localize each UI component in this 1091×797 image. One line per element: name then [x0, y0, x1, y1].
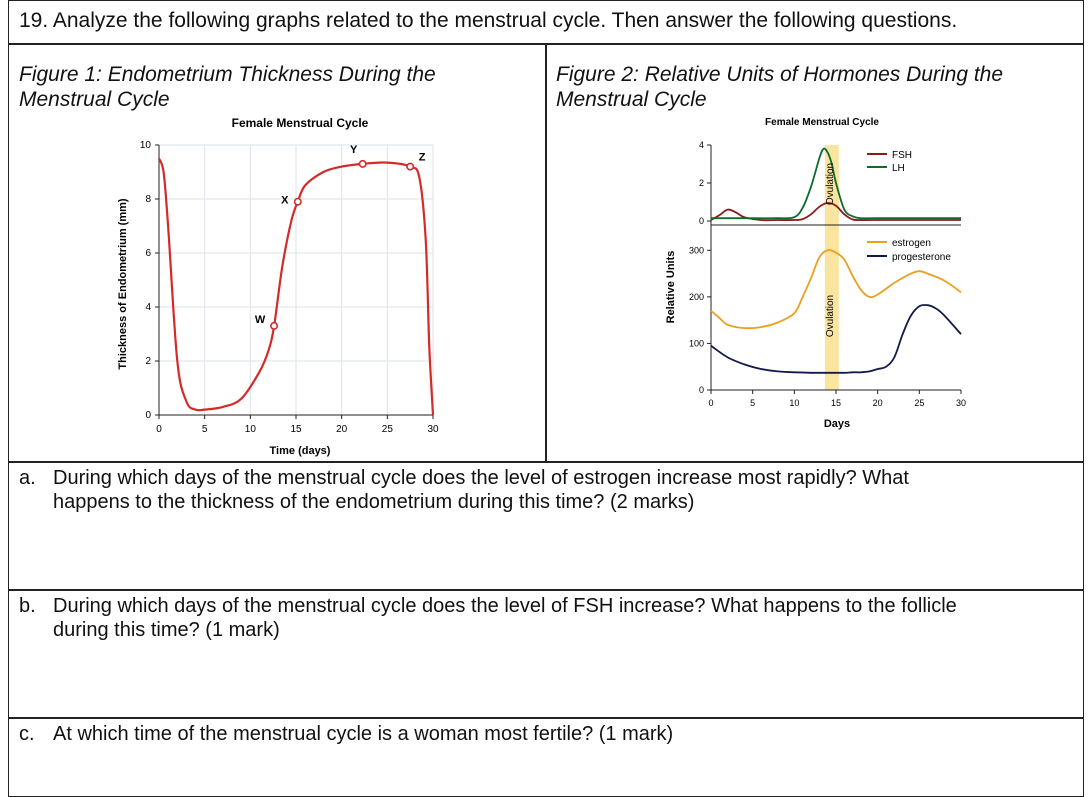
- question-a-divider: [8, 589, 1084, 591]
- question-b-label: b.: [19, 595, 36, 617]
- figure1-points: W X Y Z: [255, 144, 426, 330]
- figure2-x-tick-label: 20: [873, 398, 883, 408]
- figure2-lower-y-tick-label: 0: [699, 385, 704, 395]
- point-label-z: Z: [419, 152, 426, 164]
- figure1-grid: [159, 144, 434, 415]
- legend-estrogen: estrogen: [892, 238, 931, 249]
- figure2-x-tick-label: 25: [914, 398, 924, 408]
- point-marker-w: [270, 321, 279, 330]
- question-b: b. During which days of the menstrual cy…: [19, 594, 1069, 644]
- question-b-line2: during this time? (1 mark): [53, 619, 280, 641]
- figure2-upper-y-tick-label: 4: [699, 140, 704, 150]
- figure2-lines: [710, 147, 962, 374]
- figure1-chart-title: Female Menstrual Cycle: [232, 116, 369, 130]
- question-b-line1: During which days of the menstrual cycle…: [53, 595, 957, 617]
- point-label-x: X: [281, 195, 289, 207]
- figure-divider: [545, 43, 547, 461]
- figure2-y-label: Relative Units: [665, 251, 677, 324]
- figure-bottom-divider: [8, 461, 1084, 463]
- figure2-upper-y-tick-label: 2: [699, 178, 704, 188]
- figure1-axes: [155, 144, 434, 419]
- point-marker-x: [293, 197, 302, 206]
- figure1-y-tick-label: 4: [145, 302, 151, 313]
- figure1-caption: Figure 1: Endometrium Thickness During t…: [19, 63, 436, 111]
- point-marker-y: [358, 159, 367, 168]
- figure2-lower-y-tick-label: 100: [689, 338, 704, 348]
- figure2-x-tick-label: 15: [831, 398, 841, 408]
- legend-progesterone: progesterone: [892, 252, 951, 263]
- figure2-lower-y-tick-label: 300: [689, 245, 704, 255]
- figure1-y-label: Thickness of Endometrium (mm): [117, 198, 129, 369]
- question-a-line1: During which days of the menstrual cycle…: [53, 467, 909, 489]
- figure2-caption: Figure 2: Relative Units of Hormones Dur…: [556, 63, 1004, 111]
- figure1-chart: Female Menstrual Cycle 0 5 10 15 20 25 30 0 2 4 6…: [117, 116, 439, 457]
- figure1-x-label: Time (days): [270, 445, 331, 457]
- estrogen-line: [710, 249, 962, 330]
- question-a-label: a.: [19, 467, 36, 489]
- question-a-line2: happens to the thickness of the endometr…: [53, 491, 695, 513]
- ovulation-label-upper: Ovulation: [825, 163, 836, 205]
- ovulation-label-lower: Ovulation: [825, 295, 836, 337]
- figure1-y-tick-label: 0: [145, 410, 151, 421]
- figure1-x-tick-label: 20: [336, 424, 348, 435]
- figure2-chart-title: Female Menstrual Cycle: [765, 117, 879, 128]
- point-label-y: Y: [350, 144, 358, 156]
- figure1-x-tick-label: 25: [382, 424, 394, 435]
- figure1-x-tick-label: 10: [245, 424, 257, 435]
- fsh-line: [710, 202, 961, 222]
- legend-lower: estrogen progesterone: [867, 238, 951, 263]
- question-title: 19. Analyze the following graphs related…: [19, 9, 958, 32]
- legend-fsh: FSH: [892, 150, 912, 161]
- figure2-axes: [707, 144, 962, 394]
- question-c-label: c.: [19, 723, 35, 745]
- question-c: c. At which time of the menstrual cycle …: [19, 722, 1069, 752]
- figure1-y-tick-label: 10: [140, 140, 152, 151]
- figure1-y-tick-label: 8: [145, 194, 151, 205]
- legend-lh: LH: [892, 163, 905, 174]
- figure2-upper-y-tick-label: 0: [699, 216, 704, 226]
- figure2-lower-y-tick-label: 200: [689, 292, 704, 302]
- figure1-x-tick-label: 0: [156, 424, 162, 435]
- lh-line: [710, 147, 961, 220]
- figure1-x-tick-label: 15: [290, 424, 302, 435]
- figure2-x-tick-label: 10: [789, 398, 799, 408]
- legend-upper: FSH LH: [867, 150, 912, 174]
- question-a: a. During which days of the menstrual cy…: [19, 466, 1069, 516]
- figure1-x-tick-label: 30: [427, 424, 439, 435]
- figure1-y-ticks: 0 2 4 6 8 10: [140, 140, 152, 421]
- question-b-divider: [8, 717, 1084, 719]
- figure1-y-tick-label: 6: [145, 248, 151, 259]
- progesterone-line: [710, 304, 962, 374]
- figure2-x-tick-label: 0: [708, 398, 713, 408]
- figure1-x-tick-label: 5: [202, 424, 208, 435]
- point-marker-z: [406, 162, 415, 171]
- point-label-w: W: [255, 314, 266, 326]
- figure2-chart: Female Menstrual Cycle 0 5 10 15 20 25 3002401…: [665, 117, 966, 430]
- figure2-x-tick-label: 5: [750, 398, 755, 408]
- figure2-x-label: Days: [824, 418, 850, 430]
- figure2-x-tick-label: 30: [956, 398, 966, 408]
- figure1-y-tick-label: 2: [145, 356, 151, 367]
- question-c-line1: At which time of the menstrual cycle is …: [53, 723, 674, 745]
- figure1-x-ticks: 0 5 10 15 20 25 30: [156, 424, 439, 435]
